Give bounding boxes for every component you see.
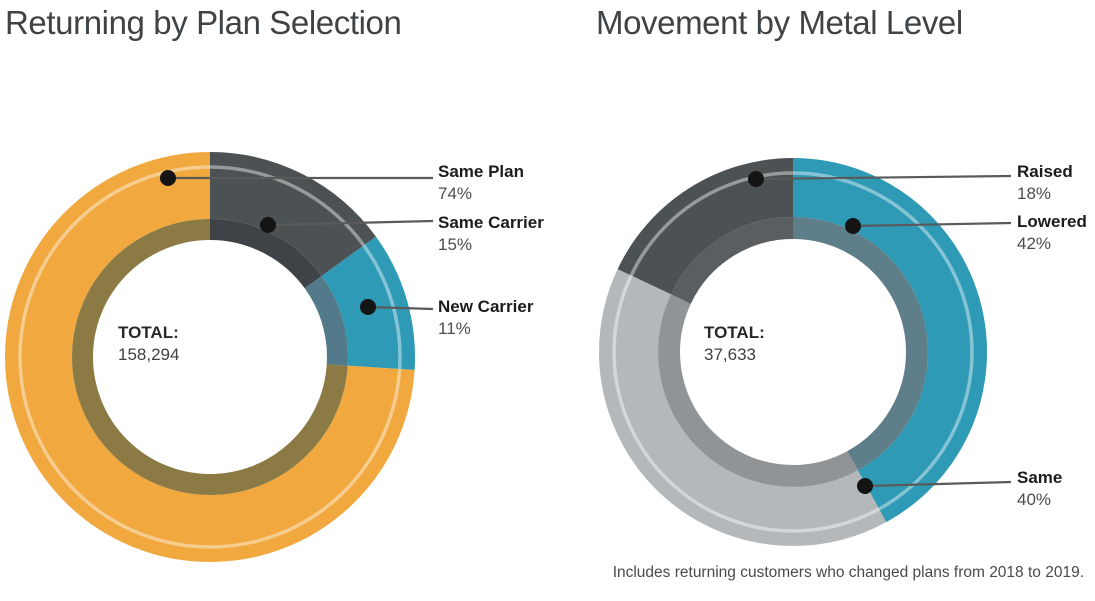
callout-dot-raised: [748, 171, 764, 187]
callout-dot-new-carrier: [360, 299, 376, 315]
callout-label: Raised: [1017, 162, 1073, 181]
callout-dot-same-carrier: [260, 217, 276, 233]
donut2-segment-same: [599, 158, 987, 546]
callout-same: Same 40%: [1017, 467, 1062, 511]
donut2-inner-band-same: [658, 217, 928, 487]
callout-percentage: 74%: [438, 184, 473, 203]
callout-label: Same Carrier: [438, 213, 544, 232]
total-label: TOTAL:: [118, 323, 179, 342]
total-label: TOTAL:: [704, 323, 765, 342]
footnote: Includes returning customers who changed…: [612, 564, 1084, 581]
callout-new-carrier: New Carrier 11%: [438, 296, 533, 340]
donut1-center-total: TOTAL: 158,294: [118, 322, 258, 366]
callout-percentage: 11%: [438, 319, 471, 338]
donut1-highlight-stripe: [18, 165, 402, 549]
donut2-segment-raised: [599, 158, 987, 546]
callout-dot-same-plan: [160, 170, 176, 186]
donut2-center-total: TOTAL: 37,633: [704, 322, 844, 366]
callout-same-plan: Same Plan 74%: [438, 161, 524, 205]
callout-raised: Raised 18%: [1017, 161, 1073, 205]
donut1-segment-new-carrier: [5, 152, 415, 562]
donut2-inner-band-raised: [658, 217, 928, 487]
callout-percentage: 15%: [438, 235, 473, 254]
callout-same-carrier: Same Carrier 15%: [438, 212, 544, 256]
donut1-inner-band-same-plan: [72, 219, 348, 495]
callout-lowered: Lowered 42%: [1017, 211, 1087, 255]
callout-label: New Carrier: [438, 297, 534, 316]
callout-label: Same Plan: [438, 162, 524, 181]
total-value: 37,633: [704, 345, 756, 364]
donut2-highlight-stripe: [612, 171, 974, 533]
callout-line-same-carrier: [267, 219, 434, 227]
callout-dot-same: [857, 478, 873, 494]
callout-percentage: 40%: [1017, 490, 1052, 509]
total-value: 158,294: [118, 345, 180, 364]
callout-line-raised: [755, 174, 1012, 181]
callout-line-lowered: [852, 221, 1012, 228]
donut1-inner-band-new-carrier: [72, 219, 348, 495]
callout-line-new-carrier: [367, 305, 434, 311]
callout-label: Lowered: [1017, 212, 1087, 231]
chart-title-movement-by-metal-level: Movement by Metal Level: [596, 4, 963, 41]
chart-title-returning-by-plan-selection: Returning by Plan Selection: [5, 4, 402, 41]
callout-label: Same: [1017, 468, 1063, 487]
callout-line-same: [864, 480, 1012, 488]
callout-percentage: 42%: [1017, 234, 1052, 253]
callout-percentage: 18%: [1017, 184, 1052, 203]
donut1-segment-same-plan: [5, 152, 415, 562]
callout-dot-lowered: [845, 218, 861, 234]
